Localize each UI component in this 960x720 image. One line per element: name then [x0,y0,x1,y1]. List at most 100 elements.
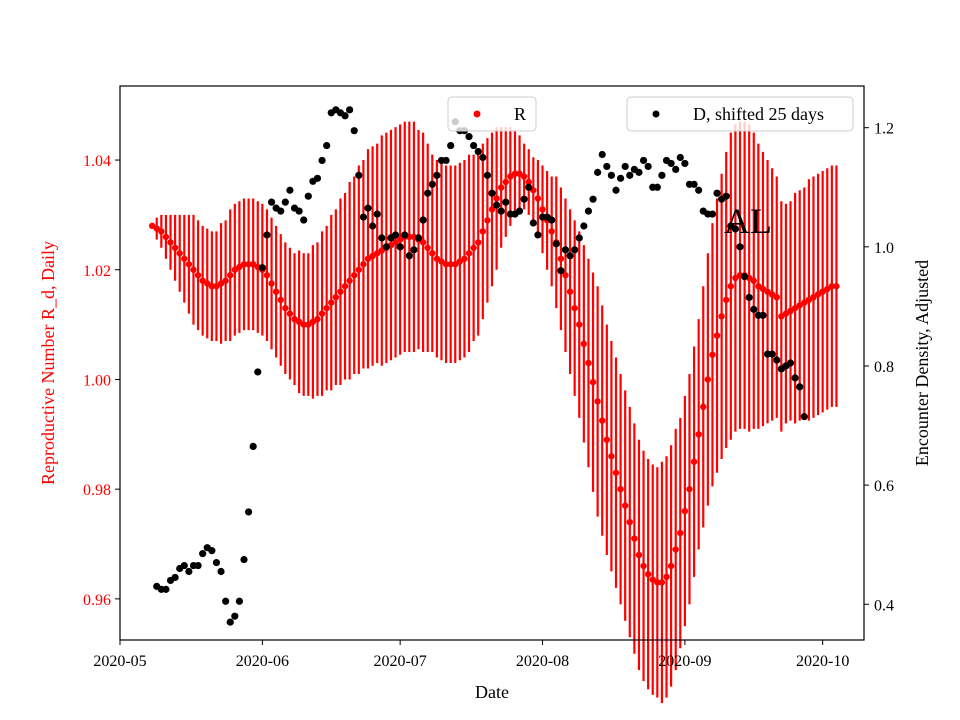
d-point [405,252,413,260]
r-point [217,280,225,287]
d-point [529,219,537,227]
d-point [483,171,492,179]
d-point [382,243,390,251]
r-point [681,507,689,515]
r-point [814,291,822,298]
r-point [263,272,271,279]
r-point [373,250,381,257]
d-point [479,153,487,162]
y-right-tick-label: 0.8 [874,359,894,376]
r-point [640,562,647,570]
d-point [359,213,368,221]
r-point [654,579,661,586]
r-point [208,283,216,290]
y-right-axis-label: Encounter Density, Adjusted [912,260,932,466]
x-tick-label: 2020-09 [658,653,711,670]
r-point [176,250,183,257]
d-point [580,222,588,230]
d-point [350,127,358,135]
d-point [713,189,721,197]
d-point [736,243,744,251]
x-axis-label: Date [475,682,509,702]
d-point [731,225,740,233]
r-point [557,255,565,262]
d-point [428,180,436,188]
r-point [690,458,698,465]
d-point [231,612,239,620]
r-point [713,332,721,339]
r-point [314,315,321,323]
r-point [419,239,427,246]
legend-d: D, shifted 25 days [626,96,854,132]
d-point [222,597,230,605]
r-point [488,206,496,213]
r-point [750,277,757,284]
r-point [507,173,514,180]
r-point [594,398,601,405]
r-point [438,258,445,265]
r-point [158,228,165,235]
r-point [479,228,487,235]
d-point [341,112,349,120]
r-point [424,244,431,252]
r-point [580,340,588,348]
r-point [272,288,280,295]
d-point [612,186,620,194]
r-point [626,518,633,526]
d-point [552,240,560,248]
d-point [708,210,717,218]
d-point [313,174,322,182]
d-point [639,156,648,165]
plot-frame [119,85,865,641]
d-point [557,267,565,275]
r-point [833,283,840,290]
r-point [300,321,307,328]
r-point [452,261,459,268]
d-point [676,153,684,162]
r-point [268,280,275,287]
r-point [828,283,836,290]
y-left-tick-label: 1.04 [83,153,111,170]
d-point [414,234,423,242]
d-point [667,159,675,168]
r-point [346,277,353,284]
x-tick-label: 2020-08 [516,653,569,670]
legend-r: R [447,96,537,132]
r-point [429,250,436,257]
x-tick-label: 2020-05 [93,653,146,670]
r-point [213,283,220,290]
d-point [589,195,597,203]
d-point [185,567,193,576]
r-point [667,562,675,570]
r-point [617,485,624,493]
r-point [778,313,785,320]
d-point [525,183,533,191]
legend-r-label: R [514,104,526,124]
r-point [461,255,468,262]
r-point [791,304,799,312]
d-point [474,147,482,156]
d-point [267,198,276,206]
r-point [649,576,656,583]
r-point [502,178,509,186]
d-point [433,171,441,179]
r-point [167,239,174,246]
d-point [800,413,808,421]
r-point [727,283,735,290]
d-point [286,186,294,194]
r-point [810,293,817,301]
x-tick-label: 2020-06 [236,653,289,670]
d-point [681,159,689,168]
d-point [603,162,611,171]
d-point [396,243,404,251]
d-point [391,231,400,239]
d-point [364,204,372,212]
r-point [286,310,294,317]
r-point [511,170,519,177]
d-point [786,359,795,367]
d-point [465,133,473,141]
r-point [732,274,739,282]
r-point [576,321,583,328]
r-point [475,239,482,246]
r-point [295,318,303,326]
